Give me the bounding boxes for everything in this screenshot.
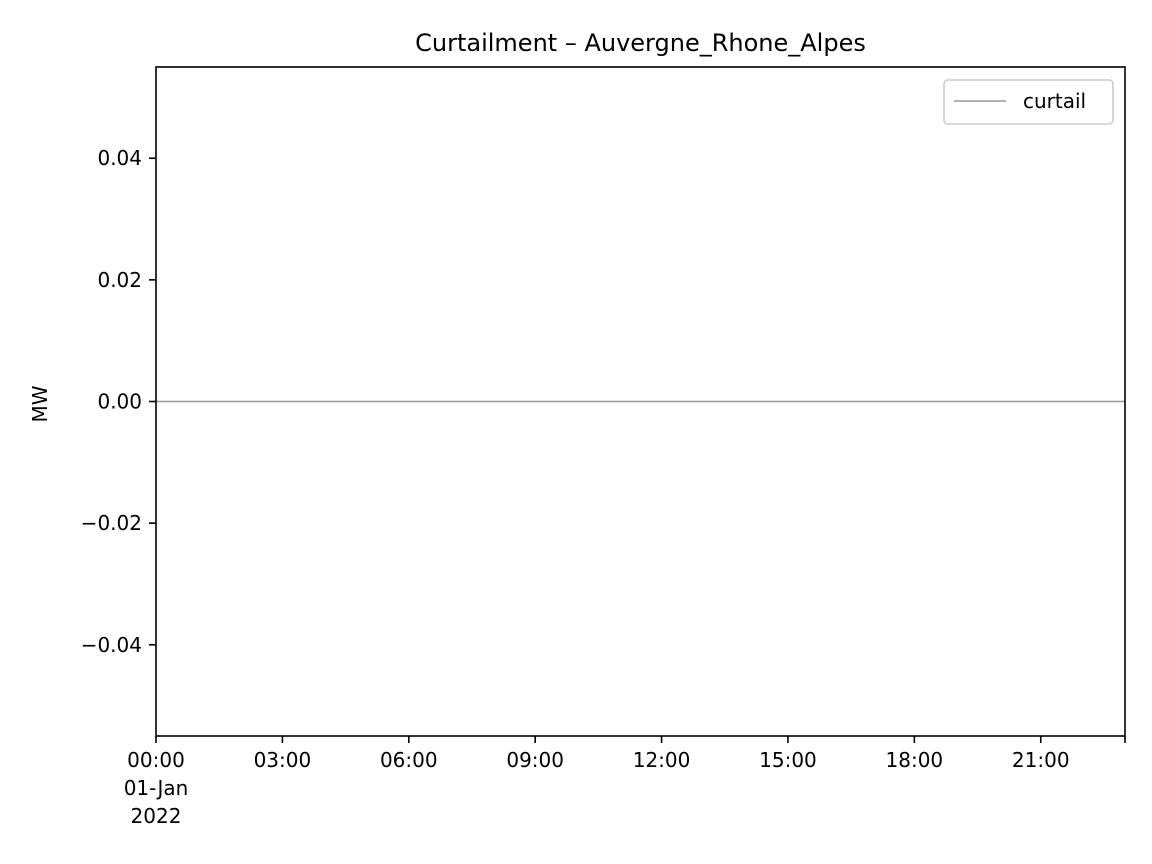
x-tick-label: 09:00: [506, 748, 564, 772]
x-tick-label: 21:00: [1012, 748, 1070, 772]
plot-frame: [155, 66, 1126, 737]
chart-title: Curtailment – Auvergne_Rhone_Alpes: [415, 29, 866, 57]
legend-box: [943, 79, 1114, 125]
x-tick-label: 06:00: [380, 748, 438, 772]
y-tick-label: 0.02: [97, 268, 142, 292]
x-axis: 00:00 01-Jan 2022 03:00 06:00 09:00 12:00 15:00…: [124, 736, 1126, 828]
x-tick-label: 15:00: [759, 748, 817, 772]
x-tick-label: 2022: [131, 804, 182, 828]
x-tick-label: 03:00: [254, 748, 312, 772]
x-tick-label: 18:00: [886, 748, 944, 772]
legend: curtail: [943, 79, 1114, 125]
y-tick-label: 0.04: [97, 146, 142, 170]
y-axis-label: MW: [28, 385, 52, 422]
plot-area: 0.04 0.02 0.00 −0.02 −0.04 00:00 01-Jan 2022 03…: [81, 66, 1126, 828]
y-axis: 0.04 0.02 0.00 −0.02 −0.04: [81, 146, 156, 657]
y-tick-label: −0.04: [81, 633, 142, 657]
x-tick-label: 00:00: [127, 748, 185, 772]
legend-label-curtail: curtail: [1023, 89, 1086, 113]
y-tick-label: 0.00: [97, 390, 142, 414]
x-tick-label: 01-Jan: [124, 776, 189, 800]
y-tick-label: −0.02: [81, 511, 142, 535]
x-tick-label: 12:00: [633, 748, 691, 772]
